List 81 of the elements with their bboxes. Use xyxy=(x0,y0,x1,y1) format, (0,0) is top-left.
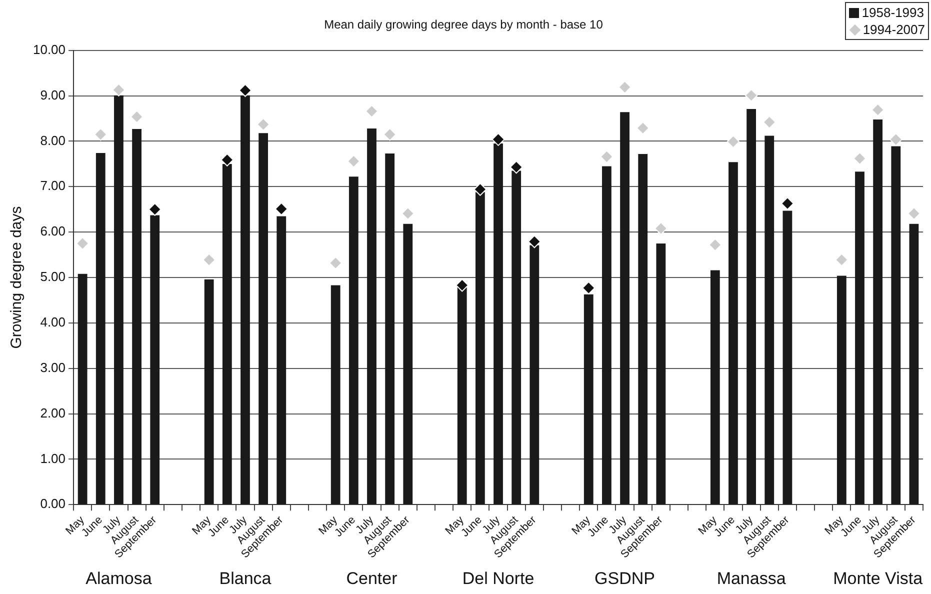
point xyxy=(347,154,360,168)
bar xyxy=(330,285,340,504)
y-tick-label: 4.00 xyxy=(40,314,66,330)
y-tick-label: 5.00 xyxy=(40,269,66,284)
point xyxy=(202,253,216,266)
point xyxy=(220,153,234,166)
point xyxy=(780,196,794,210)
point xyxy=(708,238,722,252)
point xyxy=(907,206,920,220)
bar xyxy=(132,128,142,504)
point xyxy=(94,128,108,141)
bar xyxy=(746,108,756,504)
bar xyxy=(114,95,124,504)
y-tick-label: 10.00 xyxy=(32,42,66,57)
point xyxy=(835,253,848,266)
point xyxy=(654,222,668,235)
y-tick-label: 3.00 xyxy=(40,360,66,375)
point xyxy=(889,132,902,146)
bar xyxy=(367,128,376,504)
point xyxy=(401,206,414,220)
point xyxy=(853,152,866,166)
point xyxy=(510,160,523,174)
bar xyxy=(891,146,901,504)
bar xyxy=(96,153,106,504)
text: Manassa xyxy=(716,569,786,588)
text: Center xyxy=(346,569,398,588)
point xyxy=(636,122,650,135)
point xyxy=(582,281,596,294)
point xyxy=(76,236,90,250)
bar xyxy=(873,119,883,504)
point xyxy=(600,150,614,164)
point xyxy=(130,110,144,124)
bar xyxy=(204,279,214,504)
point xyxy=(238,84,252,97)
point xyxy=(365,104,378,118)
text: Alamosa xyxy=(86,569,152,588)
point xyxy=(871,103,884,116)
bar xyxy=(78,274,88,504)
y-tick-label: 6.00 xyxy=(40,224,66,239)
point xyxy=(762,116,776,129)
point xyxy=(456,278,469,292)
bar xyxy=(385,154,395,504)
point xyxy=(112,83,126,96)
chart-title: Mean daily growing degree days by month - base 10 xyxy=(324,18,604,32)
point xyxy=(329,256,342,270)
point xyxy=(274,202,288,216)
point xyxy=(618,80,632,94)
y-tick-label: 1.00 xyxy=(40,450,66,466)
bar xyxy=(728,162,738,504)
point xyxy=(148,202,162,216)
y-tick-label: 8.00 xyxy=(40,132,66,148)
y-axis-title: Growing degree days xyxy=(8,206,26,349)
y-tick-label: 7.00 xyxy=(40,178,66,194)
point xyxy=(383,128,396,141)
y-tick-label: 9.00 xyxy=(40,87,66,102)
y-tick-label: 0.00 xyxy=(40,496,66,512)
legend-label: 1994-2007 xyxy=(862,21,925,38)
text: Del Norte xyxy=(462,569,534,588)
point xyxy=(528,235,541,248)
text: Monte Vista xyxy=(833,569,924,588)
bar xyxy=(638,154,648,504)
bar xyxy=(403,224,413,504)
text: Blanca xyxy=(219,569,272,588)
bar xyxy=(764,136,774,504)
legend-label: 1958-1993 xyxy=(862,4,924,21)
point xyxy=(744,88,758,102)
point xyxy=(256,118,270,131)
bar xyxy=(258,133,268,504)
bar xyxy=(909,224,919,504)
point xyxy=(726,135,740,148)
bar xyxy=(620,112,630,504)
bar xyxy=(348,176,358,504)
point xyxy=(474,182,487,196)
y-tick-label: 2.00 xyxy=(40,405,66,420)
bar xyxy=(836,276,846,504)
bar xyxy=(710,270,720,504)
bar xyxy=(602,166,612,504)
text: GSDNP xyxy=(594,569,656,588)
bar xyxy=(855,172,864,504)
bar xyxy=(656,243,666,504)
point xyxy=(492,132,505,146)
